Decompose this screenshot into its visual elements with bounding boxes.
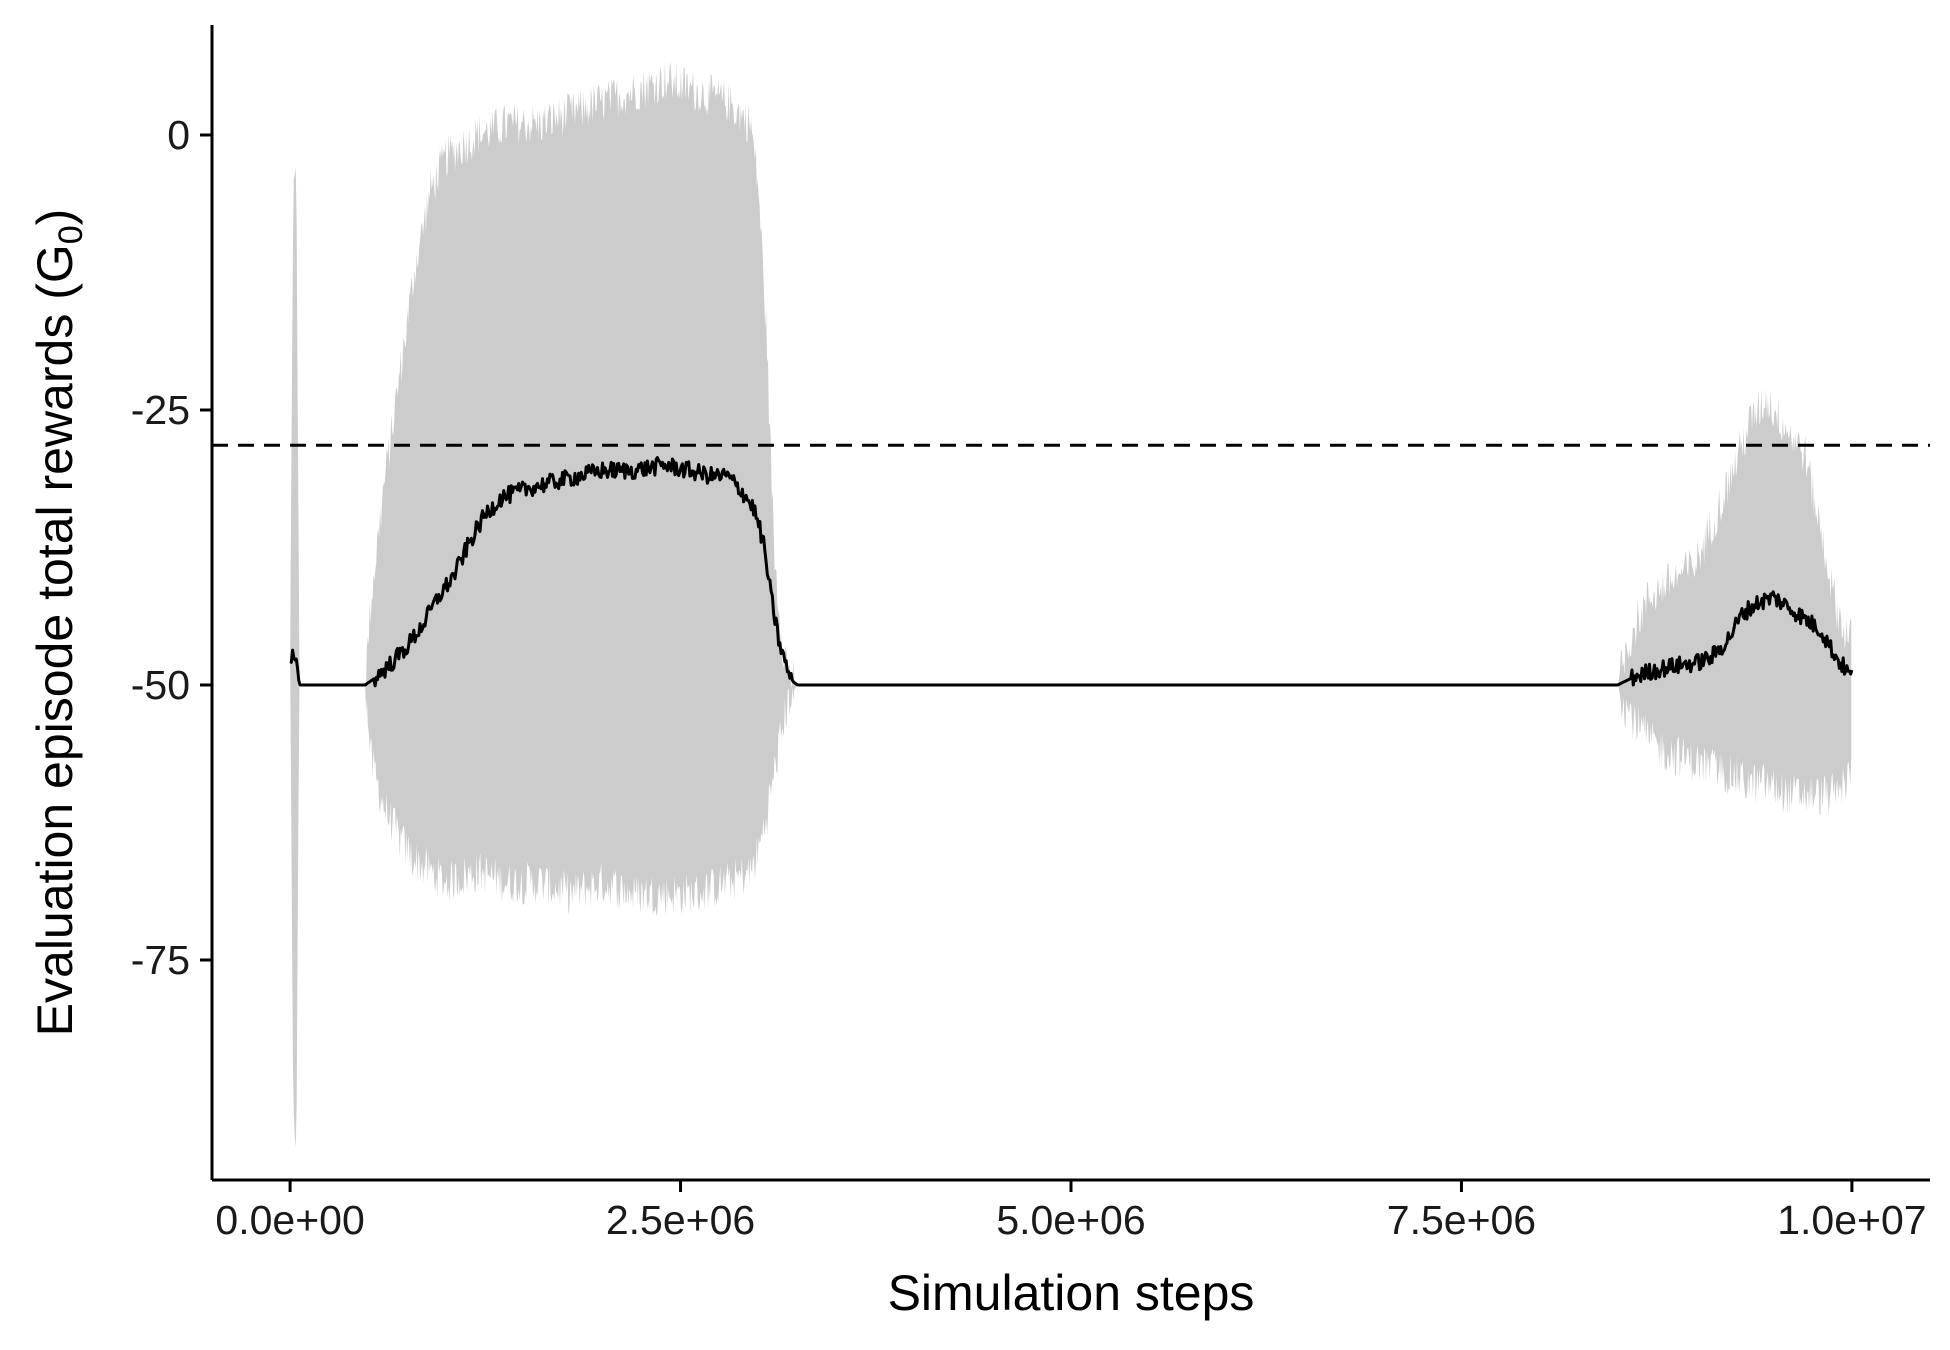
confidence-band	[290, 61, 1852, 1148]
axes: 0.0e+00 2.5e+06 5.0e+06 7.5e+06 1.0e+07 0 -25 -…	[131, 25, 1930, 1243]
y-tick-label: 0	[167, 112, 190, 158]
x-tick-label: 2.5e+06	[606, 1197, 755, 1243]
y-tick-label: -50	[131, 662, 190, 708]
y-tick-label: -75	[131, 937, 190, 983]
y-axis-title-subscript: 0	[52, 225, 90, 244]
mean-line	[289, 456, 1854, 688]
x-tick-label: 7.5e+06	[1387, 1197, 1536, 1243]
y-axis-title-suffix: )	[27, 209, 83, 226]
y-axis-title: Evaluation episode total rewards (G0)	[27, 209, 90, 1037]
x-tick-label: 0.0e+00	[215, 1197, 364, 1243]
x-tick-label: 5.0e+06	[996, 1197, 1145, 1243]
y-axis-title-main: Evaluation episode total rewards (G	[27, 244, 83, 1036]
x-tick-label: 1.0e+07	[1777, 1197, 1926, 1243]
plot-area	[212, 61, 1930, 1148]
x-axis-title: Simulation steps	[888, 1265, 1255, 1321]
y-tick-label: -25	[131, 387, 190, 433]
